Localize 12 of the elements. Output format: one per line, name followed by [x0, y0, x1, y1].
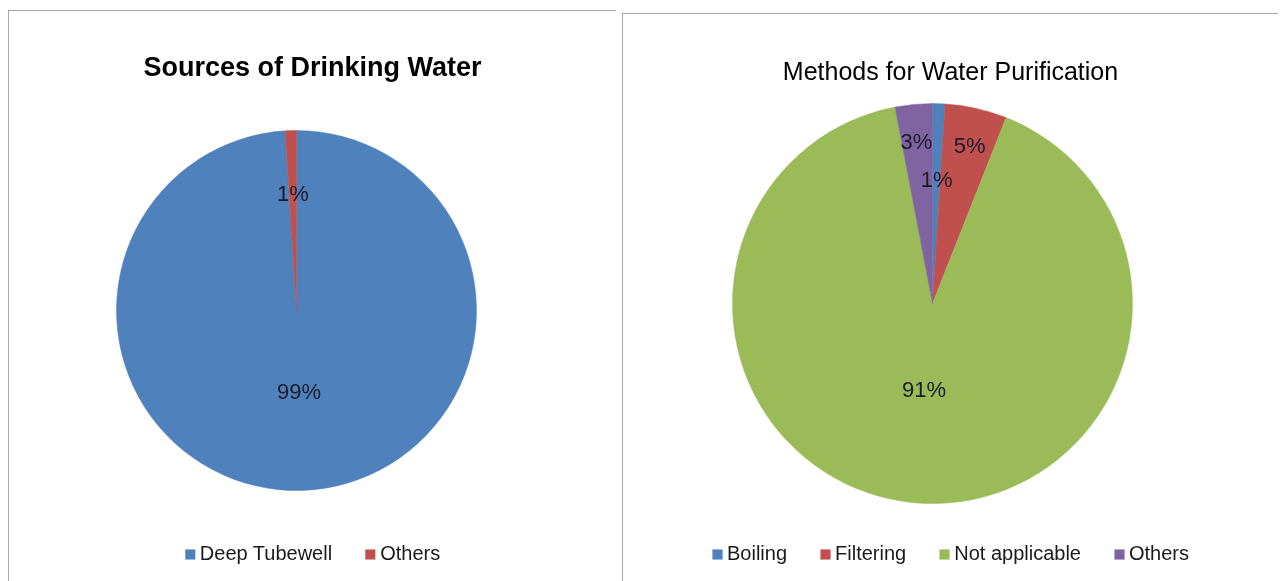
data-label: 91% — [902, 376, 947, 402]
data-label: 5% — [953, 132, 986, 158]
chart-title: Sources of Drinking Water — [143, 51, 483, 82]
data-label: 3% — [900, 129, 933, 155]
legend-label: Not applicable — [954, 542, 1081, 565]
chart-title: Methods for Water Purification — [782, 56, 1119, 85]
legend-label: Boiling — [727, 542, 788, 565]
legend-label: Others — [1128, 542, 1189, 565]
data-label: 99% — [277, 378, 322, 404]
legend-label: Others — [380, 542, 441, 565]
legend-label: Deep Tubewell — [199, 542, 333, 565]
legend-label: Filtering — [835, 542, 907, 565]
